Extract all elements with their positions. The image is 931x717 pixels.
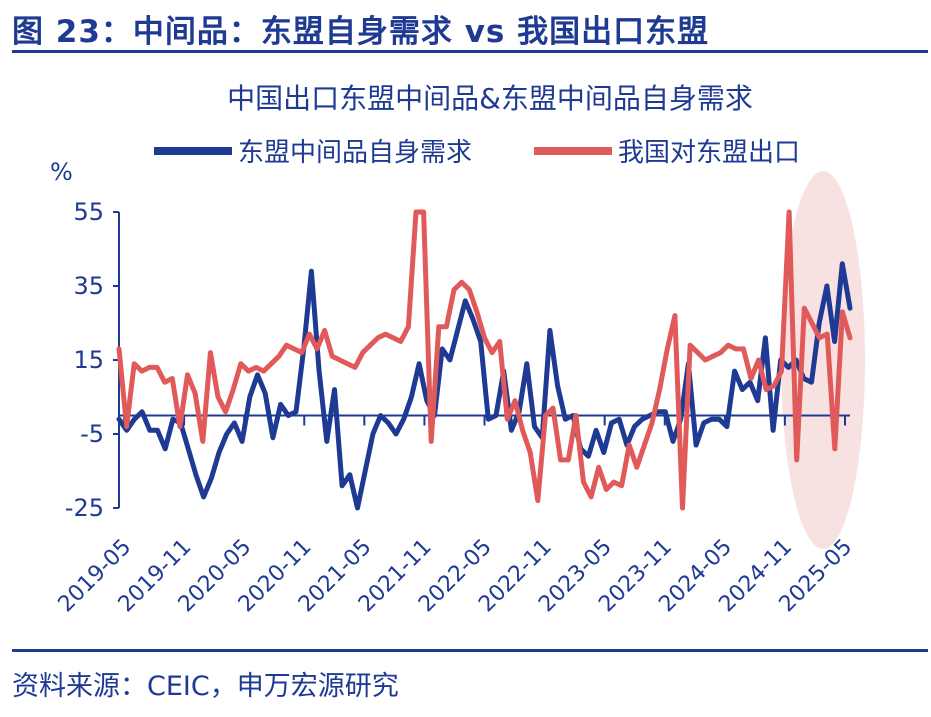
y-tick-label: -25 [65,494,104,522]
figure-title: 图 23：中间品：东盟自身需求 vs 我国出口东盟 [12,14,710,50]
chart-title: 中国出口东盟中间品&东盟中间品自身需求 [227,82,753,115]
legend-label-demand: 东盟中间品自身需求 [238,138,472,168]
y-tick-label: 55 [73,198,104,226]
y-axis-ticks: 55 35 15 -5 -25 [65,198,119,522]
title-rule [12,50,928,53]
source-note: 资料来源：CEIC，申万宏源研究 [12,671,399,702]
series-line-exports [116,209,853,511]
y-axis-unit: % [50,158,73,186]
legend: 东盟中间品自身需求 我国对东盟出口 [154,138,800,168]
x-axis-ticks: 2019-052019-112020-052020-112021-052021-… [54,415,857,617]
series-line-demand [116,261,853,511]
y-tick-label: 35 [73,272,104,300]
y-tick-label: 15 [73,346,104,374]
y-tick-label: -5 [80,420,104,448]
footer-rule [12,649,928,652]
legend-label-exports: 我国对东盟出口 [618,138,800,168]
